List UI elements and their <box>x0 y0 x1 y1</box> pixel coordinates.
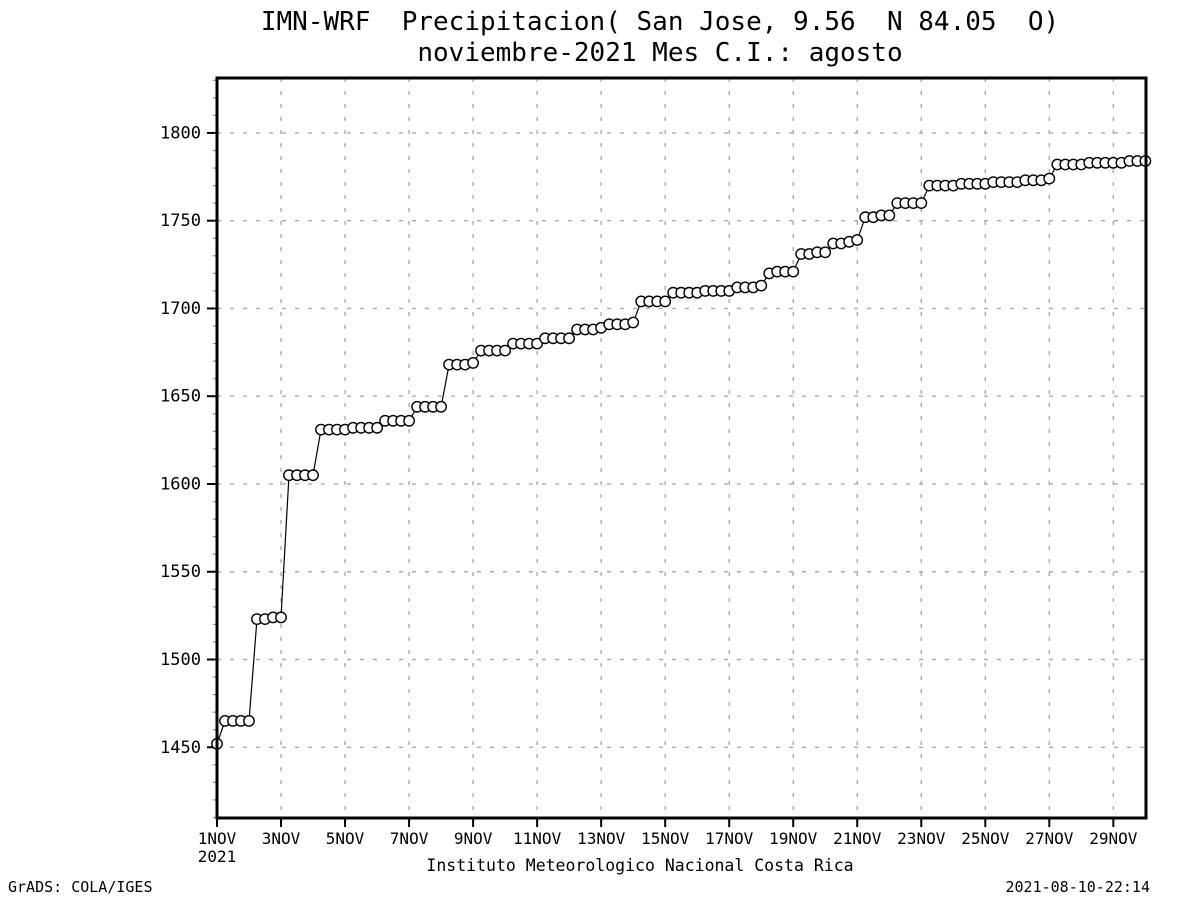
plot-frame <box>215 76 1148 820</box>
x-tick-label: 9NOV <box>454 829 493 848</box>
y-tick-label: 1700 <box>160 299 201 319</box>
data-point-marker <box>499 344 511 357</box>
plot-timestamp: 2021-08-10-22:14 <box>1005 878 1151 896</box>
x-tick-label: 21NOV <box>833 829 882 848</box>
y-tick-label: 1550 <box>160 562 201 582</box>
y-tick-label: 1600 <box>160 474 201 494</box>
x-tick-label: 7NOV <box>390 829 429 848</box>
x-tick-label: 25NOV <box>961 829 1010 848</box>
y-tick-label: 1800 <box>160 123 201 143</box>
gridlines <box>217 78 1146 818</box>
data-point-marker <box>371 421 383 434</box>
data-point-marker <box>243 715 255 727</box>
data-point-marker <box>275 611 287 624</box>
data-point-marker <box>755 279 768 292</box>
x-tick-label: 5NOV <box>326 829 365 848</box>
y-axis-ticks: 1450 1500 1550 1600 1650 1700 1750 1800 <box>160 123 217 758</box>
x-tick-label: 19NOV <box>769 829 818 848</box>
x-tick-label: 3NOV <box>262 829 301 848</box>
data-point-marker <box>467 356 479 369</box>
x-tick-label: 17NOV <box>705 829 754 848</box>
x-tick-label: 1NOV <box>198 829 237 848</box>
x-tick-label: 13NOV <box>577 829 626 848</box>
x-tick-label: 27NOV <box>1025 829 1074 848</box>
y-tick-label: 1650 <box>160 387 201 407</box>
data-point-marker <box>531 337 543 350</box>
data-markers <box>211 155 1152 750</box>
x-axis-label: Instituto Meteorologico Nacional Costa R… <box>426 856 853 875</box>
x-tick-label: 11NOV <box>513 829 562 848</box>
data-point-marker <box>787 265 800 278</box>
data-point-marker <box>819 246 832 259</box>
x-tick-label: 23NOV <box>897 829 946 848</box>
data-point-marker <box>435 400 447 413</box>
y-tick-label: 1500 <box>160 650 201 670</box>
chart-title-block: IMN-WRF Precipitacion( San Jose, 9.56 N … <box>190 6 1130 68</box>
data-point-marker <box>403 414 415 427</box>
data-point-marker <box>627 316 640 329</box>
x-tick-label: 29NOV <box>1089 829 1138 848</box>
data-point-marker <box>1043 172 1056 185</box>
data-point-marker <box>307 469 319 482</box>
x-tick-label: 15NOV <box>641 829 690 848</box>
grads-credit-label: GrADS: COLA/IGES <box>8 878 153 896</box>
y-tick-label: 1450 <box>160 738 201 758</box>
y-tick-label: 1750 <box>160 211 201 231</box>
chart-title: IMN-WRF Precipitacion( San Jose, 9.56 N … <box>260 7 1060 37</box>
chart-subtitle: noviembre-2021 Mes C.I.: agosto <box>417 38 903 68</box>
data-point-marker <box>851 234 864 246</box>
data-point-marker <box>659 295 672 308</box>
data-point-marker <box>563 332 575 345</box>
data-line <box>216 160 1146 744</box>
data-point-marker <box>915 197 928 210</box>
x-axis-year-label: 2021 <box>198 847 237 866</box>
data-point-marker <box>883 209 896 222</box>
